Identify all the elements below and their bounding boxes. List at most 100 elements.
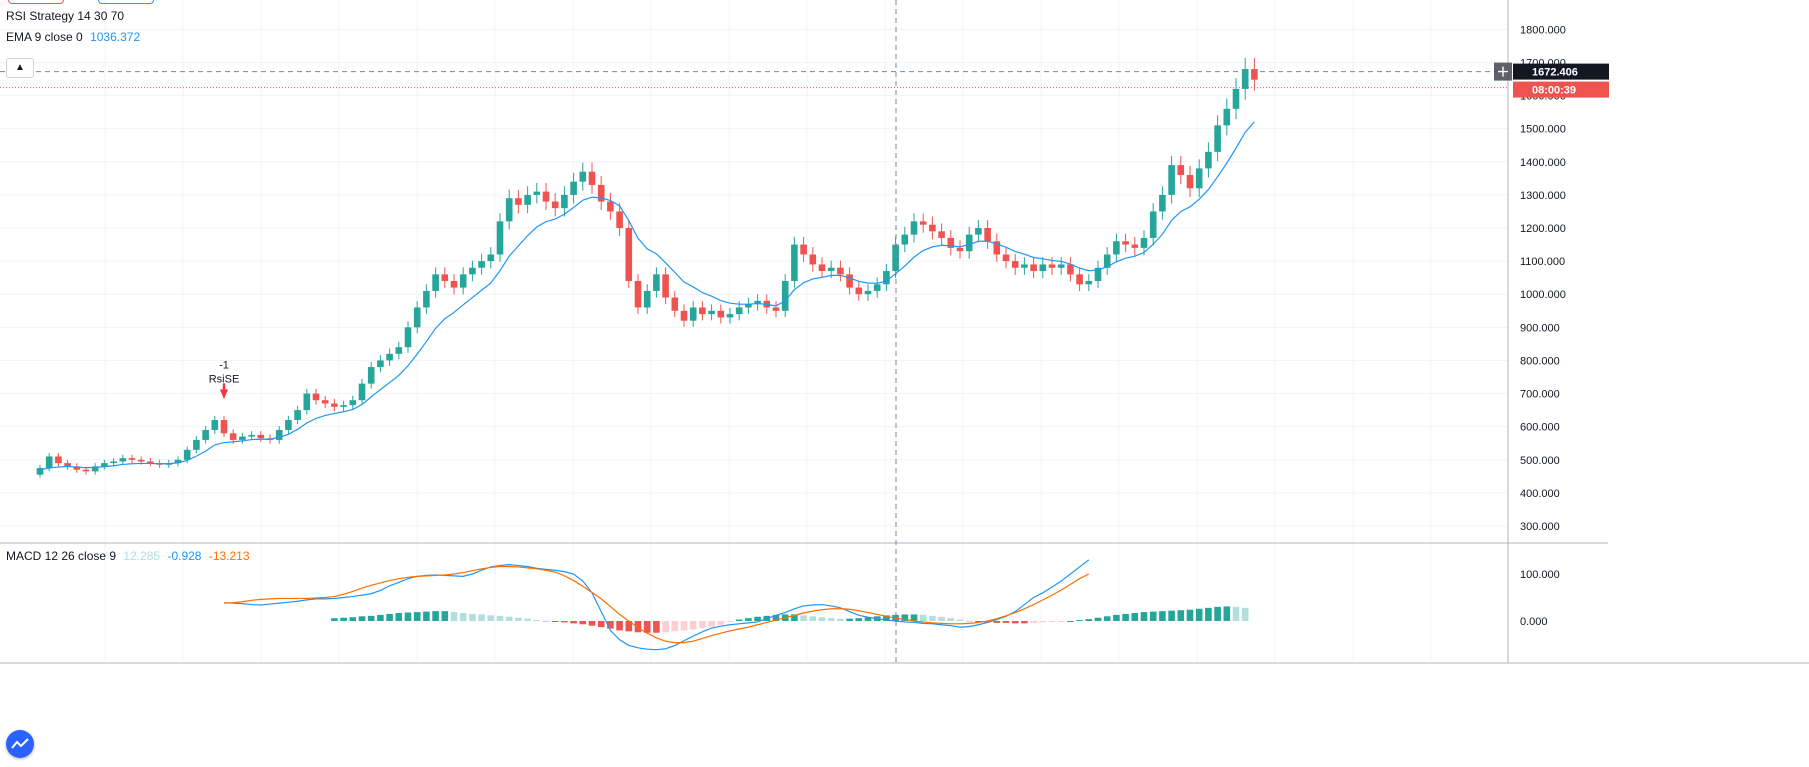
signal-line — [223, 565, 1090, 644]
candle-body — [855, 287, 863, 295]
candle-body — [248, 434, 255, 437]
price-tick-label: 1300.000 — [1520, 190, 1566, 202]
candle-body — [745, 304, 752, 308]
candle-body — [818, 264, 826, 272]
candle — [1067, 257, 1074, 282]
candle — [873, 277, 881, 298]
candle — [1168, 155, 1175, 204]
crosshair-overlay: 1672.406 08:00:39 — [0, 0, 1609, 662]
candle — [257, 431, 265, 442]
candle — [358, 378, 366, 405]
candle — [459, 267, 467, 295]
candle — [837, 260, 844, 282]
histogram-bar — [984, 621, 991, 623]
candle-body — [211, 420, 219, 430]
price-tick-label: 400.000 — [1520, 488, 1560, 500]
candle-body — [956, 247, 964, 252]
histogram-bar — [524, 618, 531, 621]
histogram-bar — [726, 621, 734, 622]
collapse-legend-button[interactable]: ▲ — [6, 58, 34, 78]
candle-body — [1094, 267, 1102, 281]
candle-body — [938, 231, 945, 238]
candle — [395, 341, 403, 360]
ema-legend[interactable]: EMA 9 close 0 1036.372 — [6, 30, 144, 44]
candle — [202, 426, 209, 444]
candle — [689, 301, 697, 327]
candle-body — [349, 400, 357, 406]
histogram-bar — [487, 615, 495, 621]
histogram-bar — [1140, 612, 1148, 621]
candle-body — [515, 198, 522, 205]
price-axis[interactable]: 300.000 400.000 500.000 600.000 700.000 800.0… — [1520, 24, 1566, 533]
candle-body — [496, 221, 504, 255]
histogram-bar — [643, 621, 651, 633]
histogram-bar — [1186, 609, 1194, 621]
candle-body — [1021, 264, 1028, 268]
candle-body — [1076, 274, 1083, 285]
histogram-bar — [588, 621, 596, 626]
candle-body — [1205, 151, 1212, 169]
histogram-bar — [607, 621, 614, 629]
candle — [294, 405, 301, 425]
candle-body — [128, 458, 136, 460]
candle — [1205, 142, 1212, 178]
histogram-bar — [340, 617, 347, 621]
top-tab-left[interactable] — [8, 0, 64, 4]
signal-label-bottom: RsiSE — [209, 373, 240, 385]
histogram-bar — [1021, 621, 1028, 624]
histogram-bar — [919, 614, 927, 621]
candle — [671, 290, 679, 318]
candle-body — [873, 284, 881, 291]
ema-line — [39, 121, 1255, 471]
candle — [1085, 274, 1093, 292]
candle-body — [229, 433, 237, 440]
candle-body — [386, 353, 393, 361]
candle-body — [64, 463, 71, 467]
top-tab-right[interactable] — [98, 0, 154, 4]
price-tick-label: 1500.000 — [1520, 124, 1566, 136]
candle-body — [469, 267, 476, 275]
histogram-bar — [377, 614, 384, 621]
candle — [947, 230, 955, 256]
price-tick-label: 1800.000 — [1520, 24, 1566, 36]
candle — [1149, 203, 1157, 246]
candle — [625, 220, 633, 288]
candle-body — [643, 290, 651, 308]
candle — [929, 216, 936, 240]
candle-body — [239, 436, 246, 440]
candle-body — [1223, 108, 1231, 126]
tradingview-logo-icon[interactable] — [6, 730, 34, 758]
histogram-bar — [1011, 621, 1019, 624]
macd-legend[interactable]: MACD 12 26 close 9 12.285 -0.928 -13.213 — [6, 549, 254, 563]
price-tick-label: 800.000 — [1520, 355, 1560, 367]
candle-body — [82, 469, 90, 472]
candle — [883, 263, 890, 292]
histogram-bar — [708, 621, 715, 627]
histogram-bar — [1122, 613, 1129, 621]
histogram-bar — [1149, 611, 1157, 621]
candle-body — [147, 461, 154, 464]
candle-body — [1177, 165, 1185, 176]
candle — [367, 361, 375, 389]
histogram-bar — [1030, 621, 1037, 623]
candle-body — [634, 280, 642, 308]
candle-body — [708, 310, 715, 315]
candle — [193, 436, 200, 454]
histogram-bar — [404, 612, 412, 621]
candle-body — [312, 393, 320, 401]
strategy-legend[interactable]: RSI Strategy 14 30 70 — [6, 9, 128, 23]
candle — [754, 294, 761, 311]
histogram-bar — [1076, 620, 1083, 622]
price-tick-label: 1100.000 — [1520, 256, 1565, 268]
histogram-bar — [386, 613, 393, 621]
candle-body — [735, 307, 743, 315]
candle-body — [1085, 280, 1093, 285]
candle-body — [975, 228, 982, 235]
histogram-bar — [1039, 621, 1047, 623]
histogram-bar — [1113, 614, 1120, 621]
candle — [496, 213, 504, 262]
macd-axis[interactable]: 0.000 100.000 — [1520, 569, 1560, 628]
histogram-bar — [680, 621, 688, 631]
candle — [1232, 78, 1240, 120]
